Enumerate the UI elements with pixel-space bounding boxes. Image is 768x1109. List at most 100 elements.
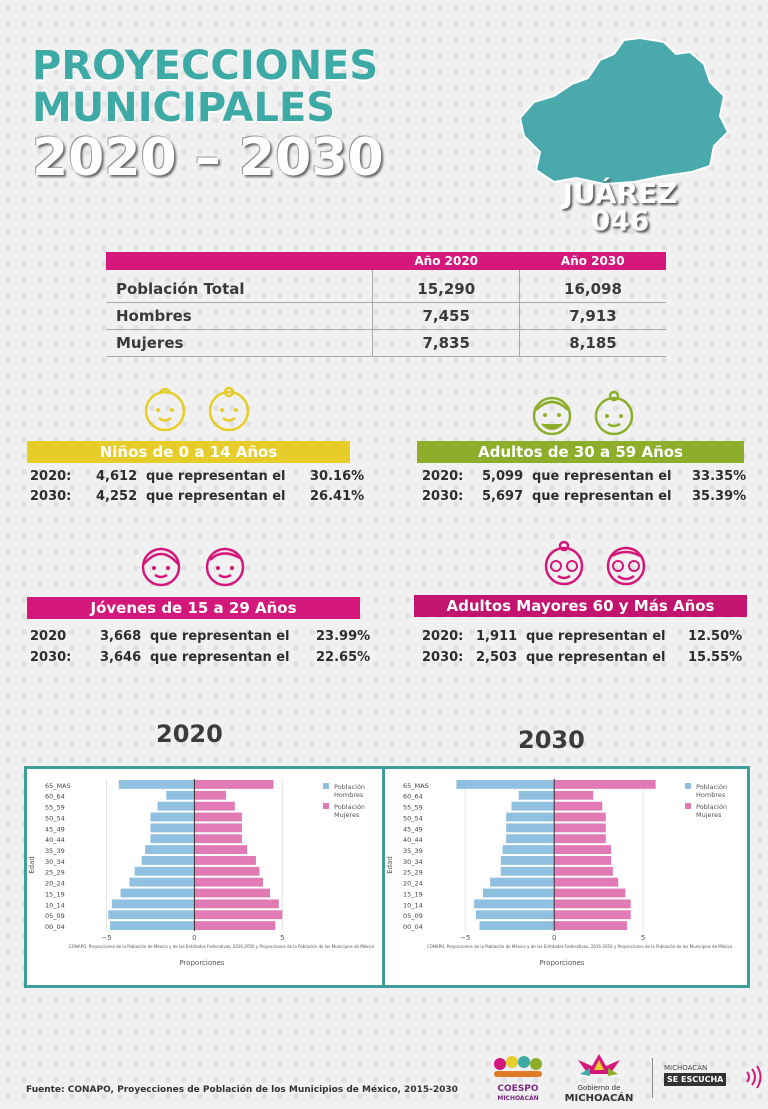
y-axis-label: Edad: [28, 856, 36, 874]
stat-text: que representan el: [146, 469, 286, 484]
stat-year: 2030:: [30, 489, 72, 504]
column-header-2030: Año 2030: [519, 252, 666, 270]
pyramid-bar: [111, 899, 195, 909]
chart-panel-2020: 00_04 05_09 10_14 15_19 20_24 25_29 30_34 35_39…: [24, 766, 388, 988]
gobierno-michoacan-logo: Gobierno de MICHOACÁN: [560, 1052, 638, 1104]
value-2030: 7,913: [518, 302, 666, 330]
stat-year: 2030:: [422, 650, 464, 665]
pyramid-bar: [194, 877, 263, 887]
stat-text: que representan el: [532, 469, 672, 484]
row-label: Población Total: [106, 270, 373, 303]
age-tick-label: 10_14: [403, 901, 423, 909]
young-boy-icon: [205, 547, 245, 587]
age-tick-label: 00_04: [403, 923, 423, 931]
pyramid-bar: [554, 790, 594, 800]
value-2020: 7,455: [372, 302, 520, 330]
stat-value: 5,099: [482, 469, 524, 484]
stat-year: 2020:: [422, 469, 464, 484]
legend-label: Población Mujeres: [334, 803, 365, 819]
pyramid-bar: [157, 801, 195, 811]
michoacan-se-escucha-logo: MICHOACÁN SE ESCUCHA: [664, 1064, 762, 1092]
coespo-logo: COESPO MICHOACÁN: [492, 1056, 544, 1102]
pyramid-bar: [194, 888, 271, 898]
stat-value: 3,668: [100, 629, 142, 644]
stat-text: que representan el: [150, 650, 290, 665]
pyramid-bar: [166, 790, 195, 800]
age-tick-label: 45_49: [403, 825, 423, 833]
gobierno-star-icon: [578, 1054, 620, 1076]
table-row: Mujeres 7,835 8,185: [106, 329, 666, 357]
chart-year-2030: 2030: [518, 726, 585, 754]
pyramid-bar: [554, 899, 631, 909]
pyramid-bar: [194, 921, 276, 930]
pyramid-bar: [194, 780, 274, 789]
age-tick-label: 40_44: [403, 836, 423, 844]
title-line-1: PROYECCIONES: [32, 43, 379, 89]
pyramid-bar: [506, 823, 555, 833]
legend-swatch: [685, 783, 691, 789]
legend-swatch: [323, 803, 329, 809]
stat-value: 2,503: [476, 650, 518, 665]
pyramid-bar: [554, 921, 628, 930]
pyramid-bar: [194, 790, 227, 800]
age-tick-label: 65_MAS: [403, 782, 429, 790]
pyramid-bar: [502, 845, 555, 854]
pyramid-bar: [554, 866, 613, 876]
chart-year-2020: 2020: [156, 720, 223, 748]
age-tick-label: 35_39: [45, 847, 65, 855]
pyramid-bar: [118, 780, 195, 789]
pyramid-bar: [490, 877, 555, 887]
pyramid-bar: [554, 801, 603, 811]
escucha-logo-line1: MICHOACÁN: [664, 1064, 708, 1072]
stat-year: 2020:: [30, 469, 72, 484]
municipality-code: 046: [590, 204, 650, 237]
pyramid-bar: [108, 910, 195, 920]
pyramid-bar: [145, 845, 195, 854]
pyramid-bar: [506, 812, 555, 822]
stat-pct: 23.99%: [316, 629, 371, 644]
stat-text: que representan el: [532, 489, 672, 504]
x-tick-label: 5: [280, 934, 284, 942]
table-row: Población Total 15,290 16,098: [106, 270, 666, 303]
band-adultos: Adultos de 30 a 59 Años: [417, 441, 744, 463]
row-label: Hombres: [106, 302, 373, 330]
row-label: Mujeres: [106, 329, 373, 357]
stat-value: 4,252: [96, 489, 138, 504]
gobierno-logo-line2: MICHOACÁN: [564, 1093, 634, 1104]
pyramid-bar: [150, 812, 195, 822]
stat-text: que representan el: [526, 650, 666, 665]
stat-year: 2020: [30, 629, 67, 644]
stat-year: 2020:: [422, 629, 464, 644]
age-tick-label: 55_59: [45, 804, 65, 812]
population-pyramid-2020: 00_04 05_09 10_14 15_19 20_24 25_29 30_34 35_39…: [28, 779, 379, 967]
stat-text: que representan el: [526, 629, 666, 644]
age-tick-label: 15_19: [45, 890, 65, 898]
age-tick-label: 30_34: [403, 858, 423, 866]
pyramid-bar: [554, 845, 612, 854]
stat-pct: 22.65%: [316, 650, 371, 665]
age-tick-label: 45_49: [45, 825, 65, 833]
stat-value: 4,612: [96, 469, 138, 484]
source-footnote: Fuente: CONAPO, Proyecciones de Població…: [26, 1085, 458, 1095]
coespo-logo-line1: COESPO: [497, 1084, 539, 1094]
pyramid-bar: [194, 899, 279, 909]
pyramid-bar: [141, 856, 195, 865]
age-tick-label: 15_19: [403, 890, 423, 898]
pyramid-bar: [554, 812, 606, 822]
age-tick-label: 10_14: [45, 901, 65, 909]
band-ninos: Niños de 0 a 14 Años: [27, 441, 350, 463]
pyramid-bar: [554, 823, 606, 833]
municipality-map-shape: [518, 36, 730, 186]
baby-boy-icon: [144, 387, 186, 432]
pyramid-bar: [500, 856, 555, 865]
value-2030: 16,098: [518, 270, 666, 303]
x-tick-label: 5: [641, 934, 645, 942]
age-tick-label: 60_64: [45, 793, 65, 801]
column-header-2020: Año 2020: [372, 252, 520, 270]
age-tick-label: 50_54: [403, 814, 423, 822]
pyramid-bar: [129, 877, 195, 887]
escucha-logo-line2: SE ESCUCHA: [664, 1073, 727, 1086]
age-tick-label: 05_09: [403, 912, 423, 920]
pyramid-bar: [150, 834, 195, 844]
x-tick-label: 0: [552, 934, 556, 942]
